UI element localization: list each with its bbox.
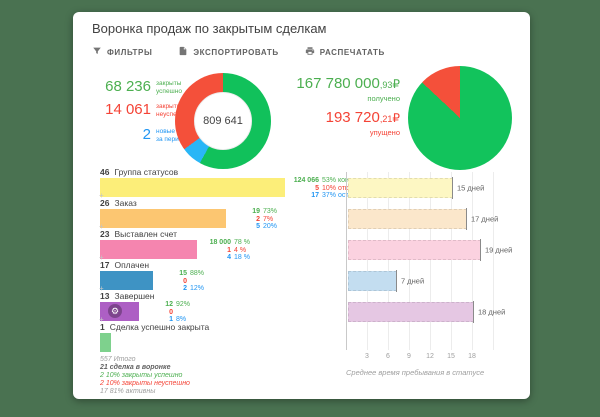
lost-amount: 193 720,21₽ bbox=[325, 109, 400, 126]
funnel-report-card: Воронка продаж по закрытым сделкам ФИЛЬТ… bbox=[73, 12, 530, 399]
duration-value-label: 15 дней bbox=[457, 183, 485, 193]
money-pie-chart[interactable] bbox=[408, 66, 512, 170]
duration-value-label: 7 дней bbox=[401, 276, 425, 286]
funnel-bar[interactable]: 15 88% 0 2 12% bbox=[100, 270, 204, 292]
x-tick: 9 bbox=[407, 353, 411, 360]
stage-transition-marker: + bbox=[99, 315, 104, 324]
stat-closed-won: 68 236 закрыты успешно bbox=[95, 78, 182, 95]
x-tick: 12 bbox=[426, 353, 434, 360]
stage-transition-marker: + bbox=[99, 191, 104, 200]
funnel-row-paid: 17 Оплачен 15 88% 0 2 12% bbox=[100, 260, 340, 292]
filters-button[interactable]: ФИЛЬТРЫ bbox=[92, 46, 152, 58]
stat-new-deals: 2 новые за период bbox=[95, 126, 186, 143]
stage-name: Выставлен счет bbox=[114, 229, 178, 239]
stage-transition-marker: + bbox=[99, 253, 104, 262]
stage-name: Сделка успешно закрыта bbox=[109, 322, 210, 332]
toolbar: ФИЛЬТРЫ ЭКСПОРТИРОВАТЬ РАСПЕЧАТАТЬ bbox=[92, 46, 385, 58]
funnel-row-order: 26 Заказ 19 73% 2 7% 5 20% bbox=[100, 198, 340, 230]
totals-line: 2 10% закрыты успешно bbox=[100, 372, 183, 379]
stage-transition-marker: + bbox=[99, 284, 104, 293]
ruble-sign: ₽ bbox=[392, 111, 400, 125]
stage-conversion-values: 12 92% 0 1 8% bbox=[165, 301, 191, 323]
printer-icon bbox=[305, 46, 315, 58]
filter-icon bbox=[92, 46, 102, 58]
stat-closed-lost: 14 061 закрыты неуспешно bbox=[95, 101, 189, 118]
stage-name: Заказ bbox=[114, 198, 137, 208]
duration-value-label: 19 дней bbox=[485, 245, 513, 255]
totals-line: 557 Итого bbox=[100, 356, 136, 363]
x-tick: 6 bbox=[386, 353, 390, 360]
funnel-bar[interactable]: 19 73% 2 7% 5 20% bbox=[100, 208, 277, 230]
stage-count: 13 bbox=[100, 291, 110, 301]
duration-bar[interactable]: 17 дней bbox=[348, 208, 498, 230]
stat-closed-won-value: 68 236 bbox=[105, 78, 151, 95]
duration-bar[interactable]: 15 дней bbox=[348, 177, 484, 199]
bar-end-cap bbox=[452, 177, 453, 199]
funnel-bar[interactable]: ⚙ 12 92% 0 1 8% bbox=[100, 301, 190, 323]
totals-line: 17 81% активны bbox=[100, 388, 156, 395]
bar-end-cap bbox=[480, 239, 481, 261]
ruble-sign: ₽ bbox=[392, 77, 400, 91]
lost-label: упущено bbox=[369, 128, 400, 137]
received-amount: 167 780 000,93₽ bbox=[296, 75, 400, 92]
stage-name: Завершен bbox=[114, 291, 155, 301]
duration-bar[interactable]: 19 дней bbox=[348, 239, 512, 261]
received-label: получено bbox=[367, 94, 400, 103]
stage-count: 17 bbox=[100, 260, 110, 270]
stat-closed-lost-label: закрыты неуспешно bbox=[156, 103, 190, 118]
funnel-totals-legend: 557 Итого 21 сделка в воронке 2 10% закр… bbox=[100, 356, 190, 396]
x-tick: 18 bbox=[468, 353, 476, 360]
stage-count: 23 bbox=[100, 229, 110, 239]
export-button[interactable]: ЭКСПОРТИРОВАТЬ bbox=[178, 46, 278, 58]
funnel-bar[interactable] bbox=[100, 333, 111, 352]
duration-bar[interactable]: 18 дней bbox=[348, 301, 505, 323]
stage-name: Группа статусов bbox=[114, 167, 179, 177]
stage-count: 1 bbox=[100, 322, 105, 332]
stat-closed-won-label: закрыты успешно bbox=[156, 80, 182, 95]
funnel-row-completed: 13 Завершен ⚙ 12 92% 0 1 8% bbox=[100, 291, 340, 323]
print-button-label: РАСПЕЧАТАТЬ bbox=[319, 47, 385, 57]
stage-count: 46 bbox=[100, 167, 110, 177]
stage-conversion-values: 19 73% 2 7% 5 20% bbox=[252, 208, 278, 230]
duration-value-label: 17 дней bbox=[471, 214, 499, 224]
stage-name: Оплачен bbox=[114, 260, 150, 270]
funnel-row-won: 1 Сделка успешно закрыта bbox=[100, 323, 340, 352]
stage-transition-marker: + bbox=[99, 222, 104, 231]
stat-closed-lost-value: 14 061 bbox=[105, 101, 151, 118]
duration-bar[interactable]: 7 дней bbox=[348, 270, 424, 292]
print-button[interactable]: РАСПЕЧАТАТЬ bbox=[305, 46, 385, 58]
gear-icon: ⚙ bbox=[108, 304, 122, 318]
bar-end-cap bbox=[473, 301, 474, 323]
export-button-label: ЭКСПОРТИРОВАТЬ bbox=[193, 47, 279, 57]
stage-count: 26 bbox=[100, 198, 110, 208]
x-tick: 15 bbox=[447, 353, 455, 360]
page-title: Воронка продаж по закрытым сделкам bbox=[92, 21, 327, 36]
export-file-icon bbox=[178, 46, 188, 58]
stat-new-deals-label: новые за период bbox=[156, 128, 187, 143]
totals-line: 2 10% закрыты неуспешно bbox=[100, 380, 190, 387]
stat-new-deals-value: 2 bbox=[142, 126, 151, 143]
filters-button-label: ФИЛЬТРЫ bbox=[107, 47, 153, 57]
stage-conversion-values: 15 88% 0 2 12% bbox=[179, 270, 205, 292]
deals-donut-chart[interactable]: 809 641 bbox=[175, 73, 271, 169]
totals-line: 21 сделка в воронке bbox=[100, 364, 171, 371]
duration-chart-plot: 15 дней 17 дней 19 дней 7 дней 18 дней bbox=[346, 172, 512, 350]
money-summary: 167 780 000,93₽ получено 193 720,21₽ упу… bbox=[243, 75, 400, 143]
bar-end-cap bbox=[396, 270, 397, 292]
donut-center-total: 809 641 bbox=[194, 92, 252, 150]
bar-end-cap bbox=[466, 208, 467, 230]
duration-chart-caption: Среднее время пребывания в статусе bbox=[346, 368, 485, 377]
duration-value-label: 18 дней bbox=[478, 307, 506, 317]
x-tick: 3 bbox=[365, 353, 369, 360]
